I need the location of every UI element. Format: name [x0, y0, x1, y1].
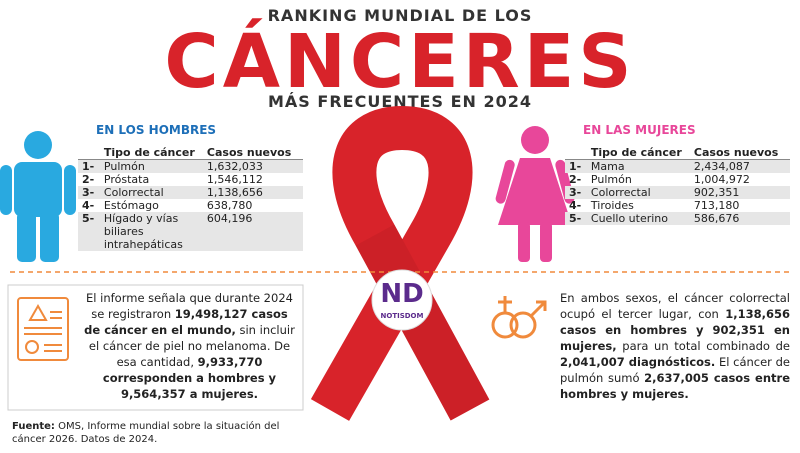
- note-text: 19,498,127 casos de cáncer en el mundo,: [84, 307, 288, 337]
- man-icon: [0, 131, 76, 262]
- cancer-type: Colorrectal: [586, 186, 690, 199]
- cancer-type: Cuello uterino: [586, 212, 690, 225]
- table-row: 3- Colorrectal 1,138,656: [78, 186, 303, 199]
- source: Fuente: OMS, Informe mundial sobre la si…: [12, 420, 312, 446]
- header-row: Tipo de cáncer Casos nuevos: [565, 146, 790, 160]
- logo-mark: ND: [380, 279, 423, 309]
- new-cases: 1,546,112: [206, 173, 263, 186]
- note-text: 9,933,770 corresponden a hombres y 9,564…: [102, 355, 277, 401]
- note-text: 1,138,656 casos en hombres y 902,351 en …: [560, 307, 790, 353]
- rank: 1-: [565, 159, 587, 173]
- rank: 5-: [78, 212, 100, 251]
- gender-icon: [491, 296, 547, 339]
- source-text: OMS, Informe mundial sobre la situación …: [12, 421, 280, 445]
- header-cell: [565, 146, 587, 160]
- table-row: 2- Próstata 1,546,112: [78, 173, 303, 186]
- new-cases: 586,676: [689, 212, 790, 225]
- note-text: 2,041,007 diagnósticos.: [560, 355, 716, 369]
- table-row: 3- Colorrectal 902,351: [565, 186, 790, 199]
- new-cases: 604,196: [202, 212, 303, 251]
- women-heading: EN LAS MUJERES: [583, 123, 696, 137]
- note-text: 2,637,005 casos entre hombres y mujeres.: [560, 371, 791, 401]
- note-text: En ambos sexos, el cáncer colorrectal oc…: [560, 291, 790, 321]
- table-row: 5- Cuello uterino 586,676: [565, 212, 790, 225]
- rank: 1-: [78, 159, 100, 173]
- men-table: Tipo de cáncer Casos nuevos 1- Pulmón 1,632,…: [78, 146, 303, 251]
- table-row: 4- Tiroides 713,180: [565, 199, 790, 212]
- table-row: 1- Mama 2,434,087: [565, 159, 790, 173]
- new-cases: 1,632,033: [202, 159, 303, 173]
- new-cases: 902,351: [689, 186, 790, 199]
- rank: 4-: [82, 199, 95, 212]
- cancer-type: Pulmón: [99, 159, 203, 173]
- new-cases: 1,138,656: [202, 186, 303, 199]
- note-text: El cáncer de pulmón sumó: [560, 355, 790, 385]
- logo: ND NOTISDOM: [371, 269, 433, 331]
- women-table: Tipo de cáncer Casos nuevos 1- Mama 2,434,08…: [565, 146, 790, 225]
- note-text: para un total combinado de: [622, 339, 790, 353]
- new-cases: 713,180: [693, 199, 740, 212]
- rank: 2-: [569, 173, 582, 186]
- left-note: El informe señala que durante 2024 se re…: [82, 290, 297, 402]
- header-cell: Casos nuevos: [689, 146, 790, 160]
- report-icon: [17, 297, 69, 361]
- cancer-type: Próstata: [103, 173, 150, 186]
- subtitle: MÁS FRECUENTES EN 2024: [268, 92, 532, 111]
- rank: 3-: [565, 186, 587, 199]
- woman-icon: [495, 126, 575, 262]
- new-cases: 638,780: [206, 199, 253, 212]
- right-note: En ambos sexos, el cáncer colorrectal oc…: [560, 290, 790, 402]
- header-row: Tipo de cáncer Casos nuevos: [78, 146, 303, 160]
- header-cell: Casos nuevos: [202, 146, 303, 160]
- men-heading: EN LOS HOMBRES: [96, 123, 217, 137]
- header-cell: Tipo de cáncer: [586, 146, 690, 160]
- rank: 3-: [78, 186, 100, 199]
- rank: 4-: [569, 199, 582, 212]
- cancer-type: Mama: [586, 159, 690, 173]
- kicker: RANKING MUNDIAL DE LOS: [267, 6, 533, 25]
- cancer-type: Colorrectal: [99, 186, 203, 199]
- header-cell: [78, 146, 100, 160]
- cancer-type: Tiroides: [590, 199, 634, 212]
- source-label: Fuente:: [12, 421, 55, 432]
- note-box: [7, 284, 304, 411]
- note-text: sin incluir el cáncer de piel no melanom…: [88, 323, 295, 369]
- logo-name: NOTISDOM: [381, 312, 424, 320]
- table-row: 5- Hígado y vías biliares intrahepáticas 6…: [78, 212, 303, 251]
- new-cases: 1,004,972: [693, 173, 750, 186]
- new-cases: 2,434,087: [689, 159, 790, 173]
- ribbon: [310, 105, 490, 421]
- header-cell: Tipo de cáncer: [99, 146, 203, 160]
- table-row: 1- Pulmón 1,632,033: [78, 159, 303, 173]
- rank: 2-: [82, 173, 95, 186]
- table-row: 2- Pulmón 1,004,972: [565, 173, 790, 186]
- cancer-type: Hígado y vías biliares intrahepáticas: [99, 212, 203, 251]
- rank: 5-: [565, 212, 587, 225]
- table-row: 4- Estómago 638,780: [78, 199, 303, 212]
- cancer-type: Estómago: [103, 199, 159, 212]
- title: CÁNCERES: [164, 19, 636, 105]
- cancer-type: Pulmón: [590, 173, 632, 186]
- note-text: El informe señala que durante 2024 se re…: [86, 291, 293, 321]
